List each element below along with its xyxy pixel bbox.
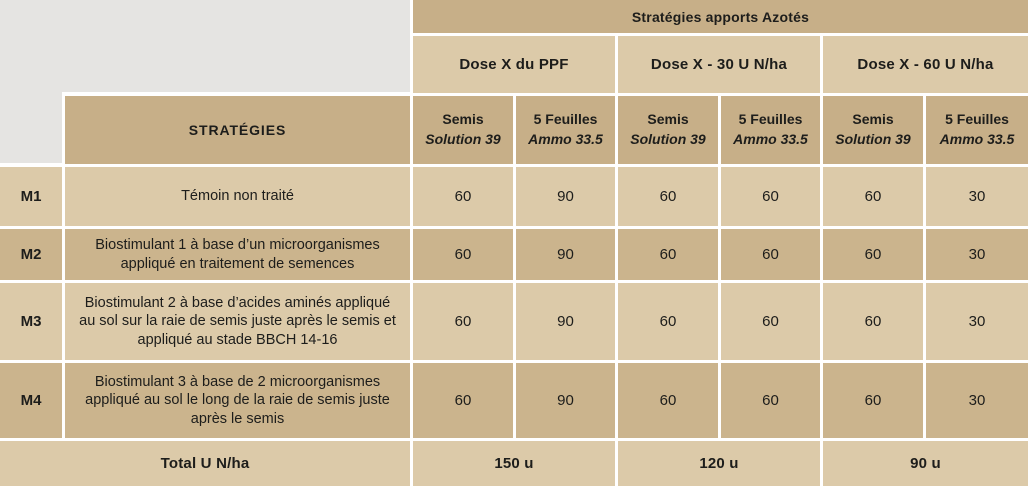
value-cell: 30 <box>926 363 1028 438</box>
total-value-cell: 150 u <box>413 441 615 486</box>
row-code-cell: M2 <box>0 229 62 280</box>
product-label: Ammo 33.5 <box>528 131 603 147</box>
row-description-cell: Biostimulant 2 à base d’acides aminés ap… <box>65 283 410 360</box>
value-cell: 60 <box>618 229 718 280</box>
value-cell: 60 <box>413 167 513 226</box>
value-cell: 90 <box>516 167 615 226</box>
dose-header-cell-3: Dose X - 60 U N/ha <box>823 36 1028 93</box>
value-cell: 60 <box>618 167 718 226</box>
stage-label: Semis <box>647 111 689 128</box>
value-cell: 60 <box>721 363 820 438</box>
value-cell: 30 <box>926 283 1028 360</box>
total-value-cell: 90 u <box>823 441 1028 486</box>
timing-header-cell: Semis Solution 39 <box>823 96 923 164</box>
value-cell: 60 <box>413 229 513 280</box>
stage-label: Semis <box>442 111 484 128</box>
row-code-cell: M3 <box>0 283 62 360</box>
timing-header-cell: 5 Feuilles Ammo 33.5 <box>926 96 1028 164</box>
row-code-cell: M4 <box>0 363 62 438</box>
timing-header-cell: 5 Feuilles Ammo 33.5 <box>721 96 820 164</box>
row-code-cell: M1 <box>0 167 62 226</box>
row-description-cell: Biostimulant 1 à base d’un microorganism… <box>65 229 410 280</box>
stage-label: 5 Feuilles <box>533 111 598 128</box>
value-cell: 60 <box>823 167 923 226</box>
value-cell: 60 <box>413 283 513 360</box>
product-label: Ammo 33.5 <box>733 131 808 147</box>
value-cell: 60 <box>823 363 923 438</box>
dose-header-cell-1: Dose X du PPF <box>413 36 615 93</box>
value-cell: 90 <box>516 283 615 360</box>
value-cell: 30 <box>926 167 1028 226</box>
value-cell: 60 <box>721 167 820 226</box>
value-cell: 60 <box>413 363 513 438</box>
row-description-cell: Témoin non traité <box>65 167 410 226</box>
value-cell: 60 <box>823 283 923 360</box>
value-cell: 60 <box>721 229 820 280</box>
strategies-column-header: STRATÉGIES <box>65 96 410 164</box>
stage-label: Semis <box>852 111 894 128</box>
value-cell: 60 <box>618 363 718 438</box>
timing-header-cell: 5 Feuilles Ammo 33.5 <box>516 96 615 164</box>
value-cell: 30 <box>926 229 1028 280</box>
timing-header-cell: Semis Solution 39 <box>618 96 718 164</box>
dose-header-cell-2: Dose X - 30 U N/ha <box>618 36 820 93</box>
stage-label: 5 Feuilles <box>738 111 803 128</box>
top-header-cell: Stratégies apports Azotés <box>413 0 1028 33</box>
value-cell: 60 <box>618 283 718 360</box>
value-cell: 90 <box>516 363 615 438</box>
timing-header-cell: Semis Solution 39 <box>413 96 513 164</box>
page-background-corner-left <box>0 0 62 163</box>
page-background-corner-top <box>0 0 410 92</box>
row-description-cell: Biostimulant 3 à base de 2 microorganism… <box>65 363 410 438</box>
value-cell: 60 <box>823 229 923 280</box>
value-cell: 90 <box>516 229 615 280</box>
product-label: Solution 39 <box>630 131 706 147</box>
total-value-cell: 120 u <box>618 441 820 486</box>
stage-label: 5 Feuilles <box>945 111 1009 128</box>
total-label-cell: Total U N/ha <box>0 441 410 486</box>
product-label: Solution 39 <box>835 131 911 147</box>
value-cell: 60 <box>721 283 820 360</box>
product-label: Solution 39 <box>425 131 501 147</box>
product-label: Ammo 33.5 <box>939 131 1015 147</box>
